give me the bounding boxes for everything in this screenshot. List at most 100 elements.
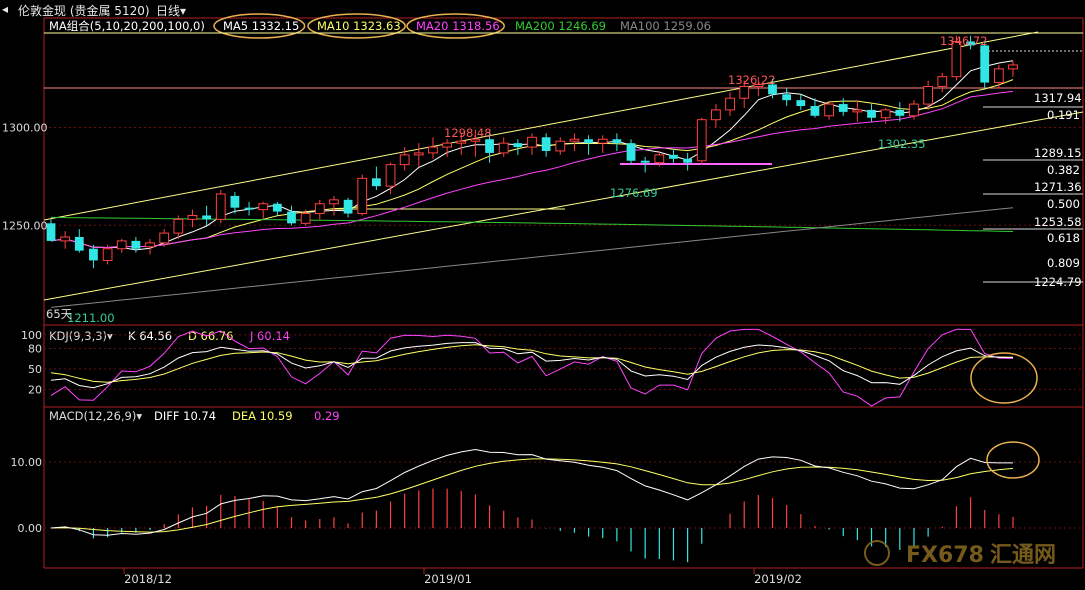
kdj-panel: KDJ(9,3,3)▾ K 64.56 D 66.76 J 60.14 1008… bbox=[21, 329, 1083, 407]
candle-body bbox=[612, 139, 622, 144]
period-selector[interactable]: 日线▾ bbox=[156, 2, 186, 19]
candle-body bbox=[753, 84, 764, 87]
panel-frames bbox=[43, 17, 1084, 569]
watermark: FX678 汇通网 bbox=[864, 540, 1056, 568]
fib-price-label: 1253.58 bbox=[1034, 215, 1082, 229]
watermark-text-b: 汇通网 bbox=[990, 543, 1056, 568]
macd-hist-value: 0.29 bbox=[314, 409, 340, 423]
candle-body bbox=[683, 158, 693, 163]
kdj-j-value: J 60.14 bbox=[249, 329, 290, 343]
x-tick-label: 2019/02 bbox=[754, 572, 802, 586]
kdj-tick-label: 100 bbox=[21, 329, 42, 342]
candle-body bbox=[782, 94, 792, 101]
menu-icon[interactable]: ◂ bbox=[2, 2, 9, 16]
ma20-line bbox=[50, 90, 1014, 249]
macd-highlight-circle bbox=[986, 441, 1040, 479]
candle-body bbox=[159, 232, 170, 244]
candle-body bbox=[980, 45, 990, 83]
kdj-tick-label: 80 bbox=[28, 342, 42, 355]
candle-body bbox=[60, 236, 71, 242]
candle-body bbox=[89, 248, 98, 261]
candle-body bbox=[485, 139, 494, 153]
watermark-text-a: FX678 bbox=[906, 543, 984, 568]
candle-body bbox=[768, 84, 777, 95]
candle-body bbox=[145, 242, 155, 248]
macd-tick-label: 10.00 bbox=[11, 456, 43, 469]
macd-dea-value: DEA 10.59 bbox=[232, 409, 293, 423]
fib-price-label: 1271.36 bbox=[1034, 180, 1082, 194]
candle-body bbox=[909, 103, 919, 117]
fib-price-label: 1317.94 bbox=[1034, 91, 1082, 105]
kdj-tick-label: 50 bbox=[28, 363, 42, 376]
candle-body bbox=[696, 119, 707, 162]
candlesticks bbox=[46, 35, 1018, 269]
candle-body bbox=[555, 140, 566, 152]
ma-legend-item[interactable]: MA20 1318.56 bbox=[416, 19, 500, 33]
candle-body bbox=[314, 203, 325, 215]
candle-body bbox=[300, 213, 311, 224]
price-annotation: 1211.00 bbox=[67, 311, 115, 325]
kdj-title[interactable]: KDJ(9,3,3)▾ bbox=[49, 329, 113, 343]
candle-body bbox=[993, 68, 1004, 84]
ma-legend: MA组合(5,10,20,200,100,0) MA5 1332.15 MA10 … bbox=[49, 13, 711, 39]
ma-legend-item[interactable]: MA10 1323.63 bbox=[317, 19, 401, 33]
macd-diff-line bbox=[50, 448, 1013, 536]
candle-body bbox=[173, 218, 184, 234]
chevron-down-icon: ▾ bbox=[136, 409, 142, 423]
fib-ratio-label: 0.500 bbox=[1047, 197, 1080, 211]
candle-body bbox=[966, 41, 975, 46]
candle-body bbox=[739, 85, 750, 99]
candle-body bbox=[230, 195, 240, 208]
fib-price-label: 1224.79 bbox=[1034, 275, 1082, 289]
candle-body bbox=[824, 103, 834, 117]
ma-legend-item[interactable]: MA100 1259.06 bbox=[620, 19, 711, 33]
candle-body bbox=[470, 138, 481, 142]
candle-body bbox=[131, 240, 141, 249]
price-annotation: 1346.72 bbox=[940, 34, 988, 48]
title-bar: ◂ 伦敦金现 (贵金属 5120) 日线▾ bbox=[0, 0, 1085, 18]
ma-legend-item[interactable]: MA5 1332.15 bbox=[223, 19, 299, 33]
candle-body bbox=[215, 193, 226, 220]
chevron-down-icon: ▾ bbox=[107, 329, 113, 343]
x-tick-label: 2019/01 bbox=[424, 572, 472, 586]
fib-ratio-label: 0.191 bbox=[1047, 108, 1080, 122]
candle-body bbox=[810, 106, 820, 116]
candle-body bbox=[187, 214, 198, 220]
candle-body bbox=[951, 41, 962, 78]
chevron-down-icon: ▾ bbox=[180, 4, 187, 18]
price-annotation: 1298.48 bbox=[444, 126, 492, 140]
candle-body bbox=[116, 240, 127, 250]
candle-body bbox=[413, 152, 424, 156]
candle-body bbox=[597, 138, 608, 144]
candle-body bbox=[287, 211, 296, 224]
candle-body bbox=[357, 177, 368, 215]
ma100-line bbox=[50, 207, 1014, 308]
kdj-d-line bbox=[50, 344, 1014, 383]
candle-body bbox=[838, 104, 848, 112]
candle-body bbox=[569, 138, 580, 142]
ma-group-label[interactable]: MA组合(5,10,20,200,100,0) bbox=[49, 19, 205, 33]
macd-title[interactable]: MACD(12,26,9)▾ bbox=[49, 409, 142, 423]
candle-body bbox=[895, 109, 905, 116]
watermark-logo-icon bbox=[864, 540, 890, 566]
candle-body bbox=[640, 160, 650, 163]
macd-title-text: MACD(12,26,9) bbox=[49, 409, 136, 423]
candle-body bbox=[867, 109, 876, 118]
x-tick-label: 2018/12 bbox=[124, 572, 172, 586]
ma-highlight-circle bbox=[406, 13, 505, 39]
upper-channel-line bbox=[43, 31, 1039, 221]
candle-body bbox=[371, 178, 381, 187]
candle-body bbox=[513, 143, 523, 148]
candle-body bbox=[654, 154, 665, 164]
fib-ratio-label: 0.382 bbox=[1047, 163, 1080, 177]
candle-body bbox=[399, 154, 410, 166]
price-tick-label: 1250.00 bbox=[2, 219, 48, 232]
candle-body bbox=[669, 154, 678, 159]
ma-legend-item[interactable]: MA200 1246.69 bbox=[515, 19, 606, 33]
price-annotation: 1276.69 bbox=[610, 186, 658, 200]
price-y-axis: 1300.00 1250.00 bbox=[2, 122, 1083, 232]
ma-highlight-circle bbox=[213, 13, 306, 39]
candle-body bbox=[498, 142, 509, 154]
candle-body bbox=[46, 223, 56, 241]
